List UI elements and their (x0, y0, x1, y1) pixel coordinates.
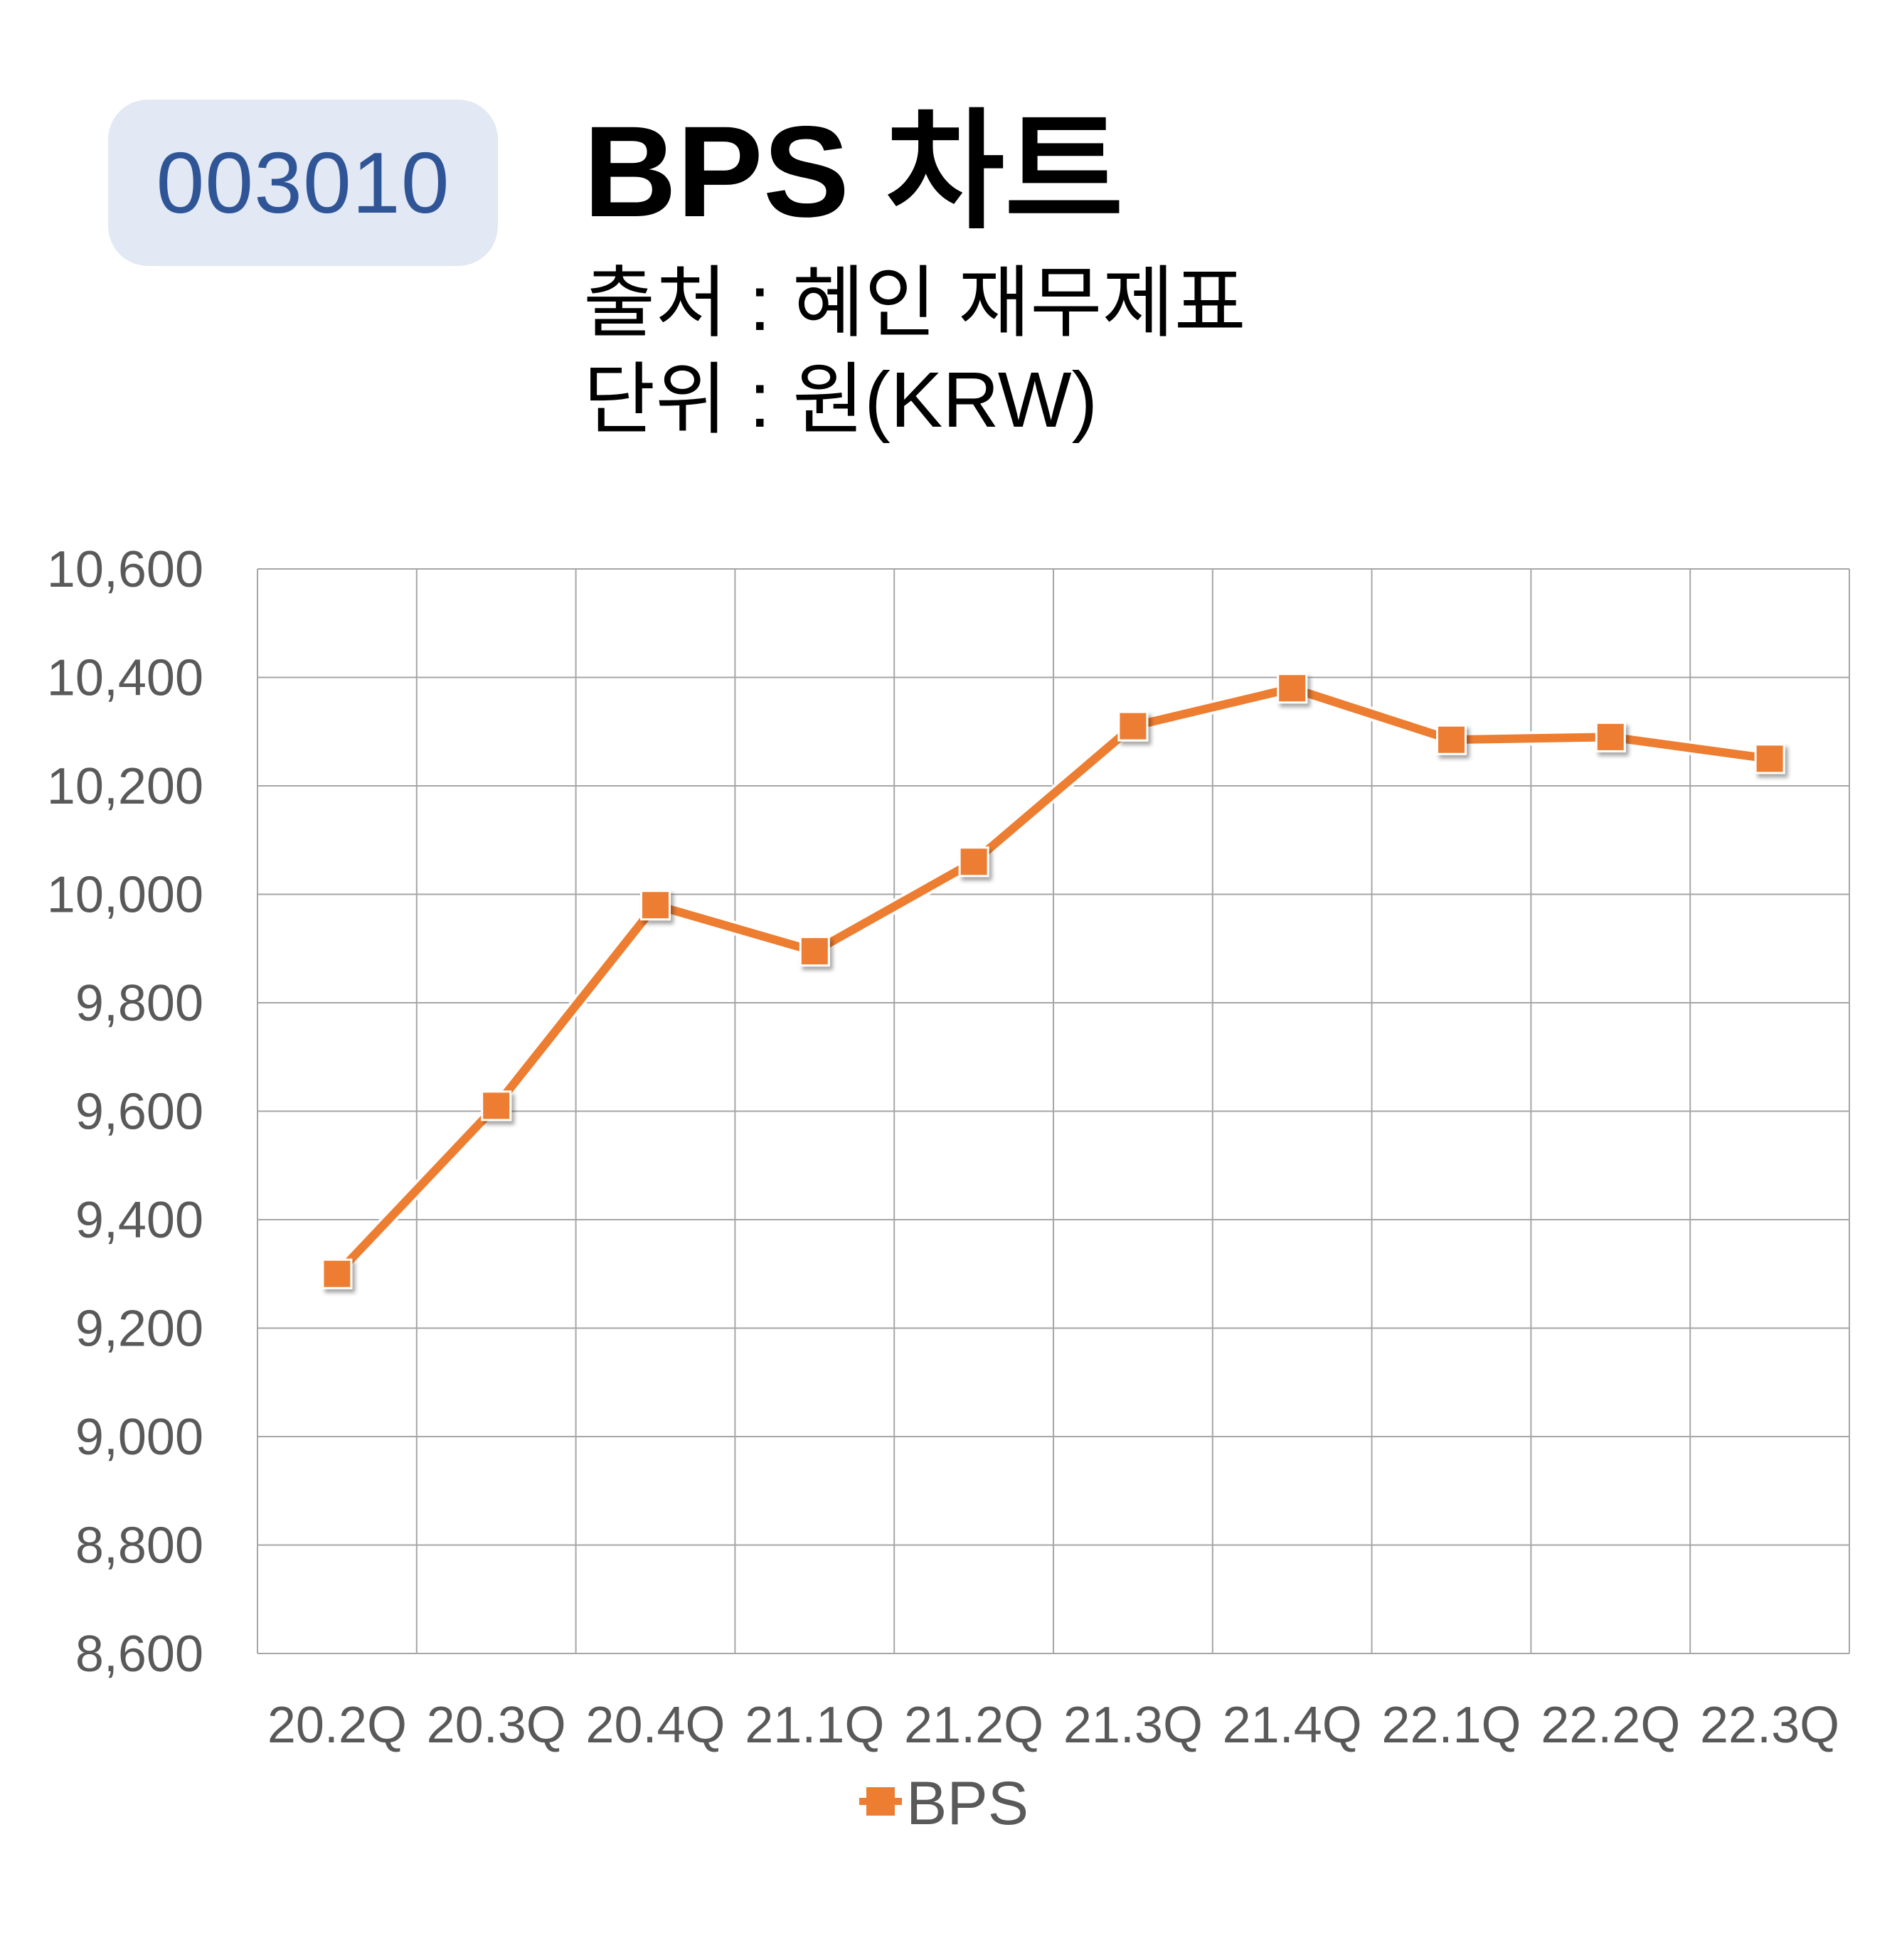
legend-marker-swatch (866, 1787, 895, 1816)
y-tick-label: 9,400 (75, 1192, 203, 1249)
y-axis-ticks: 8,600 8,800 9,000 9,200 9,400 9,600 9,800 10,00… (47, 541, 203, 1683)
data-point-marker (1277, 673, 1308, 704)
unit-note: 단위 : 원(KRW) (583, 356, 1098, 444)
series-bps (322, 673, 1785, 1289)
x-tick-label: 21.4Q (1223, 1697, 1362, 1754)
y-tick-label: 9,200 (75, 1301, 203, 1358)
x-tick-label: 20.2Q (267, 1697, 407, 1754)
data-point-marker (799, 936, 830, 967)
x-tick-label: 20.3Q (427, 1697, 566, 1754)
data-point-marker (1595, 721, 1626, 752)
data-point-marker (322, 1258, 353, 1289)
y-tick-label: 10,400 (47, 650, 203, 707)
y-tick-label: 9,600 (75, 1084, 203, 1141)
chart-title: BPS 차트 (583, 99, 1124, 244)
y-tick-label: 10,600 (47, 541, 203, 598)
source-note: 출처 : 혜인 재무제표 (583, 260, 1246, 347)
data-point-marker (1117, 710, 1149, 742)
grid (257, 568, 1850, 1654)
legend: BPS (859, 1769, 1029, 1838)
legend-label: BPS (906, 1769, 1029, 1838)
data-point-marker (1754, 743, 1785, 774)
y-tick-label: 10,000 (47, 867, 203, 924)
y-tick-label: 9,000 (75, 1409, 203, 1466)
x-tick-label: 22.1Q (1381, 1697, 1521, 1754)
x-tick-label: 21.1Q (745, 1697, 884, 1754)
x-tick-label: 21.2Q (904, 1697, 1043, 1754)
x-tick-label: 21.3Q (1063, 1697, 1203, 1754)
y-tick-label: 10,200 (47, 758, 203, 815)
y-tick-label: 9,800 (75, 975, 203, 1032)
series-line-bps (334, 683, 1770, 1277)
x-tick-label: 20.4Q (585, 1697, 725, 1754)
x-tick-label: 22.3Q (1700, 1697, 1839, 1754)
y-tick-label: 8,800 (75, 1518, 203, 1575)
ticker-badge: 003010 (108, 100, 498, 266)
data-point-marker (481, 1090, 512, 1122)
x-tick-label: 22.2Q (1541, 1697, 1680, 1754)
x-axis-ticks: 20.2Q 20.3Q 20.4Q 21.1Q 21.2Q 21.3Q 21.4Q 22.1Q… (267, 1697, 1839, 1754)
data-point-marker (1436, 724, 1467, 755)
data-point-marker (640, 890, 671, 921)
y-tick-label: 8,600 (75, 1626, 203, 1683)
data-point-marker (958, 846, 989, 878)
ticker-code: 003010 (156, 134, 450, 231)
